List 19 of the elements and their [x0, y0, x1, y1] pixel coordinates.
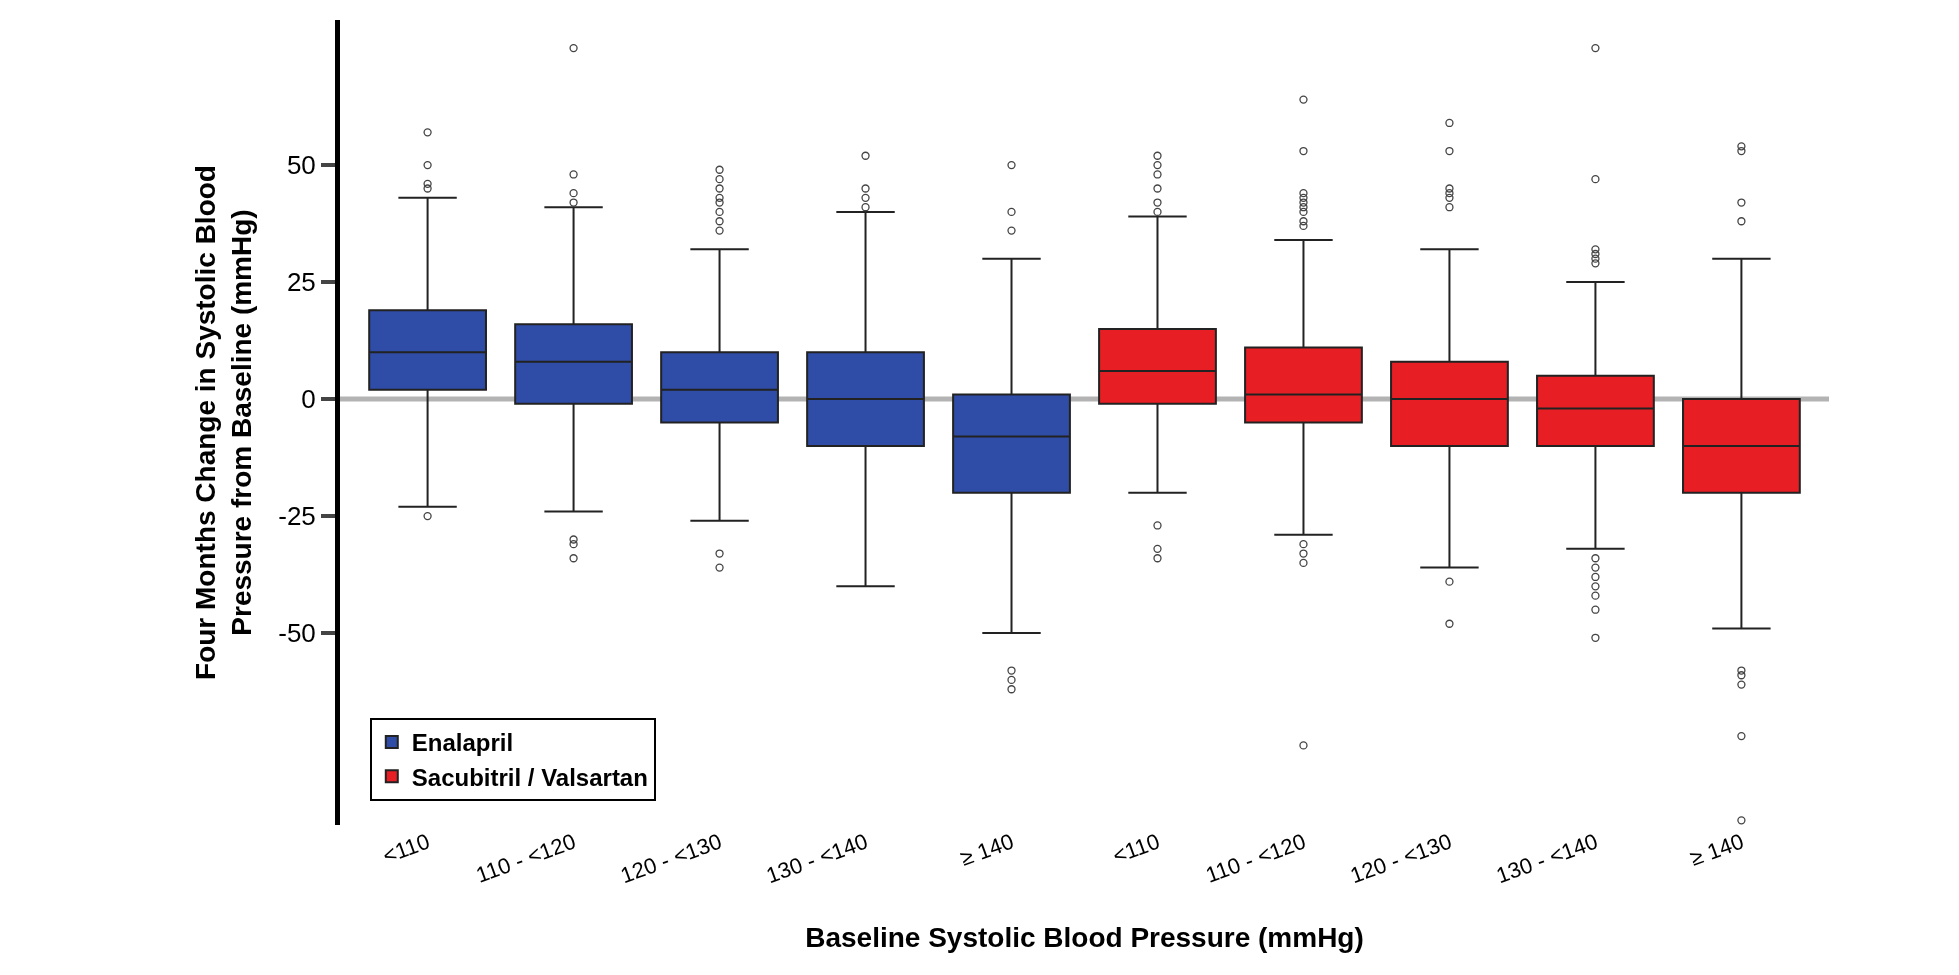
x-tick-label: <110 — [379, 828, 434, 869]
x-tick-label: 110 - <120 — [1202, 828, 1309, 888]
x-tick-label: 120 - <130 — [1346, 828, 1455, 889]
x-tick-label: ≥ 140 — [956, 828, 1017, 871]
legend-label: Enalapril — [411, 729, 514, 757]
x-tick-label: <110 — [1109, 828, 1163, 869]
x-tick-label: ≥ 140 — [1686, 828, 1747, 871]
x-tick-label: 120 - <130 — [617, 828, 726, 889]
legend-label: Sacubitril / Valsartan — [411, 763, 648, 791]
x-tick-label: 110 - <120 — [472, 828, 580, 888]
x-tick-label: 130 - <140 — [1492, 828, 1601, 889]
y-tick-label: 50 — [286, 150, 316, 181]
y-tick-label: -25 — [278, 501, 316, 532]
x-axis-title: Baseline Systolic Blood Pressure (mmHg) — [805, 922, 1364, 954]
y-axis-title: Four Months Change in Systolic Blood Pressure from Baseline (mmHg) — [189, 165, 257, 680]
y-tick-label: -50 — [278, 618, 316, 649]
y-tick-label: 25 — [286, 267, 316, 298]
x-tick-label: 130 - <140 — [763, 828, 871, 889]
y-tick-label: 0 — [301, 384, 316, 415]
